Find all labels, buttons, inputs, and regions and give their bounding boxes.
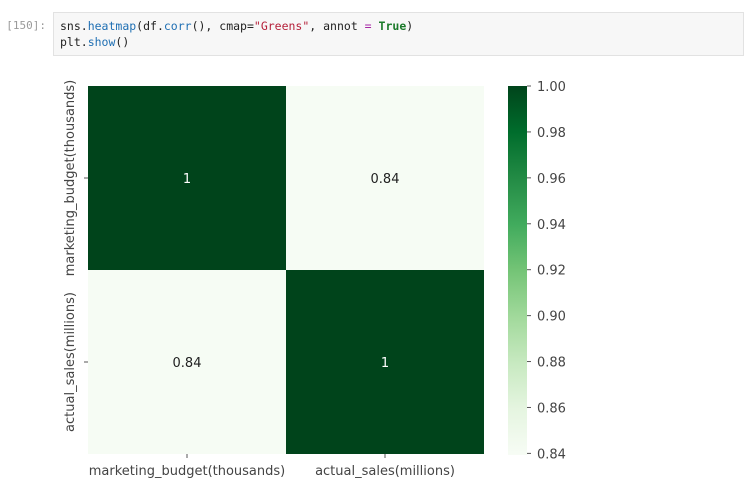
cell-annotation: 0.84	[173, 356, 202, 371]
code-token: sns.	[60, 19, 88, 33]
cell-annotation: 1	[183, 172, 191, 187]
cell-prompt: [150]:	[6, 19, 46, 32]
colorbar-tick-label: 0.84	[537, 447, 566, 462]
heatmap-cell	[286, 86, 484, 270]
code-token: show	[87, 35, 116, 49]
colorbar-tick-label: 0.96	[537, 172, 566, 187]
code-cell-input[interactable]: sns.heatmap(df.corr(), cmap="Greens", an…	[53, 12, 744, 56]
heatmap-cell	[286, 270, 484, 454]
colorbar-tick-label: 1.00	[537, 80, 566, 95]
colorbar-tick-label: 0.94	[537, 218, 566, 233]
colorbar-tick-label: 0.88	[537, 356, 566, 371]
code-token: (df.	[136, 19, 164, 33]
heatmap-cell	[88, 270, 286, 454]
code-token: "Greens"	[253, 19, 310, 33]
code-token: , annot	[309, 19, 365, 33]
code-token: ()	[115, 35, 130, 49]
code-token: corr	[163, 19, 192, 33]
code-token: plt.	[60, 35, 88, 49]
colorbar-tick-label: 0.90	[537, 310, 566, 325]
x-tick-label: marketing_budget(thousands)	[89, 464, 286, 479]
code-token: True	[378, 19, 407, 33]
code-token	[372, 19, 379, 33]
colorbar-tick-label: 0.86	[537, 401, 566, 416]
colorbar	[508, 86, 527, 455]
code-token: heatmap	[87, 19, 137, 33]
code-token: )	[406, 19, 414, 33]
y-tick-label: actual_sales(millions)	[63, 292, 78, 432]
colorbar-tick-label: 0.98	[537, 126, 566, 141]
colorbar-tick-label: 0.92	[537, 264, 566, 279]
cell-annotation: 1	[381, 356, 389, 371]
cell-annotation: 0.84	[371, 172, 400, 187]
code-token: =	[364, 19, 372, 33]
code-token: (), cmap=	[191, 19, 254, 33]
y-tick-label: marketing_budget(thousands)	[63, 80, 78, 277]
x-tick-label: actual_sales(millions)	[315, 464, 455, 479]
heatmap-cell	[88, 86, 286, 270]
